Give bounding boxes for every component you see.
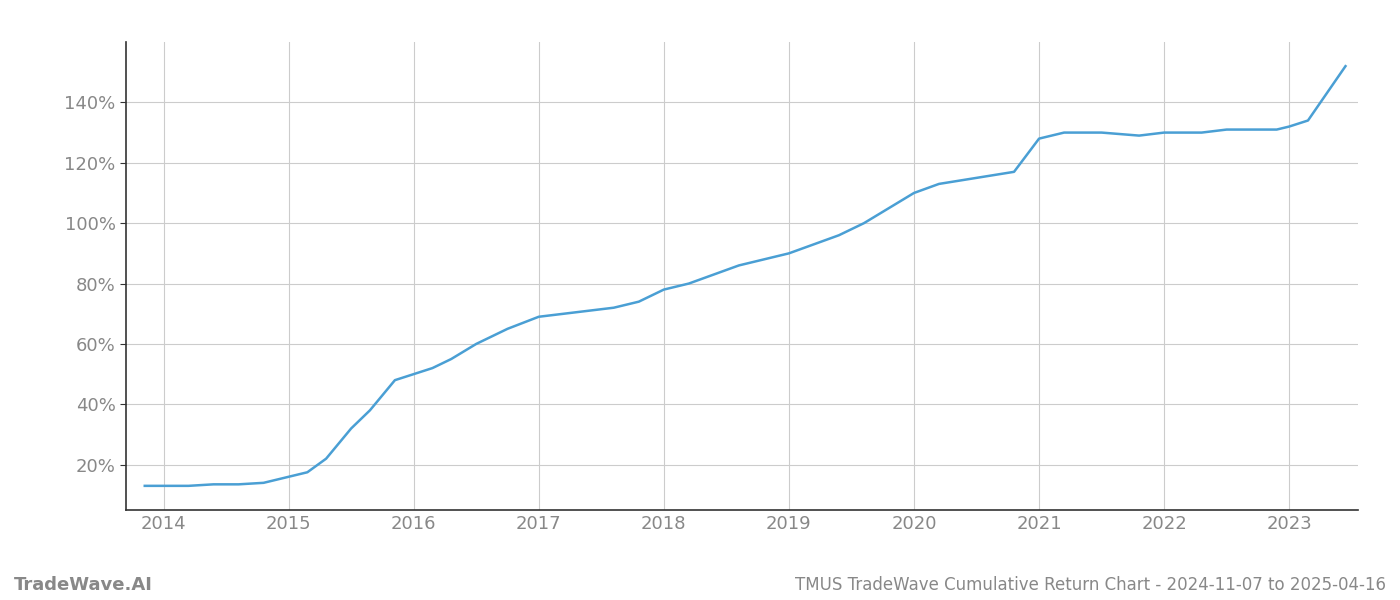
Text: TradeWave.AI: TradeWave.AI [14, 576, 153, 594]
Text: TMUS TradeWave Cumulative Return Chart - 2024-11-07 to 2025-04-16: TMUS TradeWave Cumulative Return Chart -… [795, 576, 1386, 594]
